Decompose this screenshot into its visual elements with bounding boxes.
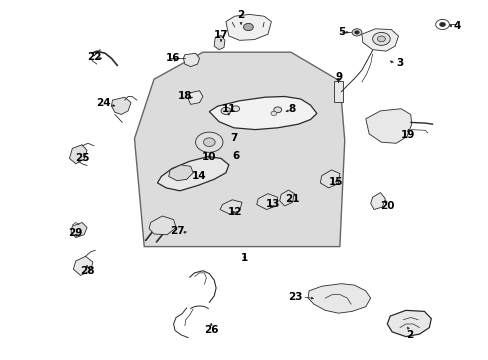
Text: 9: 9 <box>335 72 342 82</box>
Text: 17: 17 <box>213 30 228 40</box>
Circle shape <box>273 107 281 113</box>
Text: 23: 23 <box>288 292 303 302</box>
Polygon shape <box>183 53 199 67</box>
Text: 29: 29 <box>68 228 83 238</box>
Text: 16: 16 <box>165 53 180 63</box>
Text: 22: 22 <box>86 52 101 62</box>
Text: 21: 21 <box>285 194 299 204</box>
Polygon shape <box>225 14 271 40</box>
Bar <box>333 81 342 102</box>
Text: 3: 3 <box>396 58 403 68</box>
Polygon shape <box>320 170 339 188</box>
Polygon shape <box>71 222 87 238</box>
Circle shape <box>439 22 445 27</box>
Circle shape <box>203 138 215 147</box>
Circle shape <box>270 111 276 116</box>
Polygon shape <box>73 256 93 275</box>
Circle shape <box>243 23 253 31</box>
Polygon shape <box>220 200 242 214</box>
Polygon shape <box>157 157 228 191</box>
Polygon shape <box>307 284 370 313</box>
Text: 15: 15 <box>328 177 343 187</box>
Polygon shape <box>188 91 203 104</box>
Text: 12: 12 <box>227 207 242 217</box>
Text: 6: 6 <box>232 150 239 161</box>
Circle shape <box>231 106 239 112</box>
Text: 18: 18 <box>177 91 192 102</box>
Text: 7: 7 <box>229 132 237 143</box>
Text: 13: 13 <box>265 199 280 210</box>
Polygon shape <box>361 29 398 51</box>
Polygon shape <box>168 165 193 181</box>
Polygon shape <box>279 190 294 206</box>
Text: 26: 26 <box>203 325 218 336</box>
Text: 4: 4 <box>452 21 460 31</box>
Polygon shape <box>386 310 430 337</box>
Circle shape <box>195 132 223 152</box>
Text: 2: 2 <box>237 10 244 20</box>
Text: 11: 11 <box>221 104 236 114</box>
Text: 5: 5 <box>337 27 344 37</box>
Text: 27: 27 <box>169 226 184 236</box>
Circle shape <box>372 32 389 45</box>
Circle shape <box>221 107 230 114</box>
Text: 20: 20 <box>379 201 394 211</box>
Polygon shape <box>370 193 385 210</box>
Circle shape <box>354 31 359 34</box>
Text: 2: 2 <box>406 330 412 340</box>
Text: 19: 19 <box>400 130 415 140</box>
Text: 24: 24 <box>96 98 111 108</box>
Polygon shape <box>209 96 316 130</box>
Polygon shape <box>256 194 277 210</box>
Text: 14: 14 <box>192 171 206 181</box>
Text: 10: 10 <box>202 152 216 162</box>
Polygon shape <box>149 216 176 235</box>
Text: 25: 25 <box>75 153 89 163</box>
Polygon shape <box>214 35 224 50</box>
Text: 8: 8 <box>288 104 295 114</box>
Polygon shape <box>365 109 411 143</box>
Text: 28: 28 <box>80 266 94 276</box>
Polygon shape <box>111 97 131 114</box>
Polygon shape <box>69 145 87 164</box>
Circle shape <box>351 29 361 36</box>
Text: 1: 1 <box>241 253 247 264</box>
Circle shape <box>377 36 385 42</box>
Polygon shape <box>134 52 344 247</box>
